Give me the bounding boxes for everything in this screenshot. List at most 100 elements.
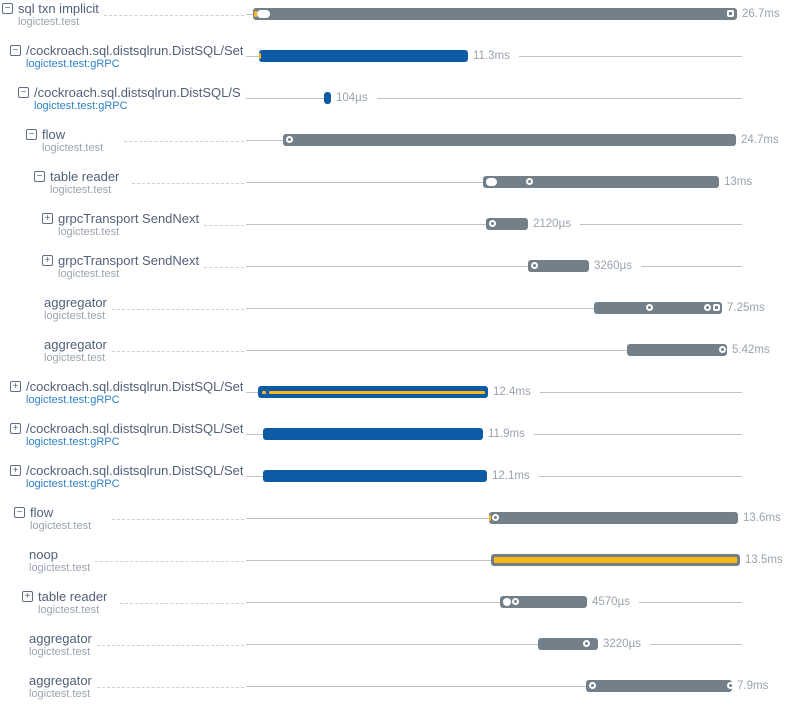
span-bar[interactable] (283, 134, 736, 146)
timeline-line-left (246, 266, 528, 267)
expand-toggle-icon[interactable]: + (10, 381, 21, 392)
collapse-toggle-icon[interactable]: − (34, 171, 45, 182)
event-marker-dot (286, 136, 293, 143)
trace-row[interactable]: + /cockroach.sql.distsqlrun.DistSQL/Set … (0, 462, 786, 504)
span-label: − flow logictest.test (14, 505, 246, 532)
trace-row[interactable]: − flow logictest.test 13.6ms (0, 504, 786, 546)
trace-row[interactable]: aggregator logictest.test 5.42ms (0, 336, 786, 378)
span-bar[interactable] (259, 50, 468, 62)
expand-toggle-icon[interactable]: + (42, 213, 53, 224)
expand-toggle-icon[interactable]: + (10, 423, 21, 434)
span-label: + grpcTransport SendNext logictest.test (42, 253, 246, 280)
span-process: logictest.test (29, 562, 91, 574)
timeline-line-left (246, 434, 263, 435)
span-bar[interactable] (263, 428, 483, 440)
yellow-stripe (494, 557, 737, 563)
timeline-line-left (246, 224, 486, 225)
span-duration: 2120µs (533, 218, 571, 230)
span-duration: 4570µs (592, 596, 630, 608)
event-marker-square (727, 10, 734, 17)
collapse-toggle-icon[interactable]: − (26, 129, 37, 140)
span-name: sql txn implicit (18, 1, 99, 16)
span-process-link[interactable]: logictest.test:gRPC (26, 478, 120, 490)
trace-row[interactable]: aggregator logictest.test 7.9ms (0, 672, 786, 714)
timeline-line-right (534, 434, 742, 435)
span-process: logictest.test (42, 142, 104, 154)
timeline-line-right (650, 644, 742, 645)
collapse-toggle-icon[interactable]: − (10, 45, 21, 56)
span-name: grpcTransport SendNext (58, 211, 200, 226)
trace-row[interactable]: + table reader logictest.test 4570µs (0, 588, 786, 630)
timeline-line-left (246, 182, 483, 183)
span-subtitle-line: logictest.test:gRPC (34, 100, 246, 112)
span-bar[interactable] (324, 92, 331, 104)
expand-toggle-icon[interactable]: + (10, 465, 21, 476)
collapse-toggle-icon[interactable]: − (14, 507, 25, 518)
span-bar[interactable] (253, 8, 737, 20)
span-bar[interactable] (489, 512, 738, 524)
event-marker-dot (526, 178, 533, 185)
span-bar[interactable] (263, 470, 487, 482)
span-process-link[interactable]: logictest.test:gRPC (34, 100, 128, 112)
span-subtitle-line: logictest.test (29, 646, 246, 658)
span-process: logictest.test (44, 352, 106, 364)
collapse-toggle-icon[interactable]: − (2, 3, 13, 14)
span-label: aggregator logictest.test (29, 673, 246, 700)
trace-row[interactable]: − sql txn implicit logictest.test 26.7ms (0, 0, 786, 42)
span-name: /cockroach.sql.distsqlrun.DistSQL/S (34, 85, 241, 100)
span-bar[interactable] (528, 260, 589, 272)
trace-row[interactable]: + /cockroach.sql.distsqlrun.DistSQL/Set … (0, 420, 786, 462)
span-title-line: + /cockroach.sql.distsqlrun.DistSQL/Set (10, 379, 246, 394)
span-process: logictest.test (58, 226, 120, 238)
collapse-toggle-icon[interactable]: − (18, 87, 29, 98)
span-bar[interactable] (258, 386, 488, 398)
span-process-link[interactable]: logictest.test:gRPC (26, 436, 120, 448)
event-marker-dot (583, 640, 590, 647)
leader-dashes (97, 687, 244, 688)
span-bar[interactable] (486, 218, 528, 230)
span-process: logictest.test (50, 184, 112, 196)
yellow-chip (259, 53, 261, 59)
span-bar[interactable] (594, 302, 722, 314)
span-process-link[interactable]: logictest.test:gRPC (26, 394, 120, 406)
span-label: aggregator logictest.test (44, 337, 246, 364)
trace-row[interactable]: + grpcTransport SendNext logictest.test … (0, 252, 786, 294)
trace-row[interactable]: + /cockroach.sql.distsqlrun.DistSQL/Set … (0, 378, 786, 420)
span-bar[interactable] (483, 176, 719, 188)
span-bar[interactable] (491, 554, 740, 566)
span-process-link[interactable]: logictest.test:gRPC (26, 58, 120, 70)
span-label: − flow logictest.test (26, 127, 246, 154)
span-process: logictest.test (29, 688, 91, 700)
span-duration: 26.7ms (742, 8, 780, 20)
span-bar[interactable] (627, 344, 727, 356)
span-bar[interactable] (586, 680, 734, 692)
span-bar[interactable] (500, 596, 587, 608)
span-duration: 13.5ms (745, 554, 783, 566)
trace-row[interactable]: aggregator logictest.test 7.25ms (0, 294, 786, 336)
span-duration: 24.7ms (741, 134, 779, 146)
trace-row[interactable]: noop logictest.test 13.5ms (0, 546, 786, 588)
timeline-line-right (540, 392, 742, 393)
expand-toggle-icon[interactable]: + (22, 591, 33, 602)
trace-row[interactable]: − flow logictest.test 24.7ms (0, 126, 786, 168)
timeline-line-left (246, 518, 489, 519)
span-duration: 3220µs (603, 638, 641, 650)
span-subtitle-line: logictest.test (50, 184, 246, 196)
trace-row[interactable]: aggregator logictest.test 3220µs (0, 630, 786, 672)
span-label: + /cockroach.sql.distsqlrun.DistSQL/Set … (10, 463, 246, 490)
span-subtitle-line: logictest.test (42, 142, 246, 154)
trace-row[interactable]: + grpcTransport SendNext logictest.test … (0, 210, 786, 252)
trace-row[interactable]: − table reader logictest.test 13ms (0, 168, 786, 210)
expand-toggle-icon[interactable]: + (42, 255, 53, 266)
trace-row[interactable]: − /cockroach.sql.distsqlrun.DistSQL/Set … (0, 42, 786, 84)
leader-dashes (112, 351, 244, 352)
trace-row[interactable]: − /cockroach.sql.distsqlrun.DistSQL/S lo… (0, 84, 786, 126)
event-marker-pill (486, 178, 497, 186)
span-name: aggregator (44, 337, 107, 352)
event-marker-dot (531, 262, 538, 269)
timeline-line-left (246, 476, 263, 477)
span-name: /cockroach.sql.distsqlrun.DistSQL/Set (26, 463, 244, 478)
span-bar[interactable] (538, 638, 598, 650)
span-title-line: aggregator (29, 631, 246, 646)
